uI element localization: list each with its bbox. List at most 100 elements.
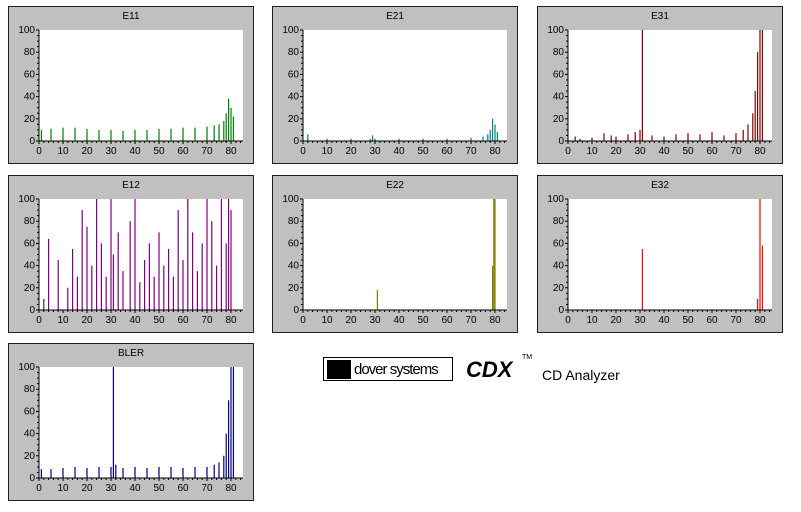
plot-area [568,199,772,310]
x-tick-label: 30 [105,483,117,494]
y-tick-label: 100 [282,25,299,36]
x-tick-label: 80 [754,146,766,157]
x-tick-label: 20 [81,483,93,494]
y-tick-label: 40 [24,92,36,103]
y-tick-label: 100 [18,25,35,36]
chart-panel-bler: BLER 0 20 40 60 80 100 0 10 20 30 40 50 60 70 80 [8,343,254,501]
y-tick-label: 0 [558,136,564,147]
x-tick-label: 50 [153,146,165,157]
plot-area [39,367,243,478]
y-tick-label: 40 [553,261,565,272]
y-tick-label: 60 [553,238,565,249]
y-tick-label: 100 [18,194,35,205]
chart-svg: 0 20 40 60 80 100 0 10 20 30 40 50 60 70 80 [18,25,243,157]
chart-svg: 0 20 40 60 80 100 0 10 20 30 40 50 60 70 80 [18,362,243,494]
x-tick-label: 30 [105,315,117,326]
chart-title: BLER [117,348,145,359]
x-tick-label: 70 [730,315,742,326]
chart-title: E11 [122,11,140,22]
x-tick-label: 20 [81,146,93,157]
y-tick-label: 40 [288,92,300,103]
y-tick-label: 100 [18,362,35,373]
chart-panel-e21: E21 0 20 40 60 80 100 0 10 20 30 40 50 60 70 80 [272,6,518,164]
x-tick-label: 50 [417,315,429,326]
x-tick-label: 30 [105,146,117,157]
y-tick-label: 100 [547,194,564,205]
y-tick-label: 80 [288,216,300,227]
brand-name: dover systems [354,361,439,378]
x-tick-label: 10 [57,315,69,326]
x-tick-label: 40 [658,315,670,326]
x-tick-label: 40 [129,146,141,157]
y-tick-label: 80 [24,216,36,227]
x-tick-label: 40 [658,146,670,157]
x-tick-label: 80 [754,315,766,326]
x-tick-label: 70 [201,315,213,326]
plot-area [303,199,507,310]
y-tick-label: 0 [29,473,35,484]
y-tick-label: 20 [288,114,300,125]
y-tick-label: 20 [24,451,36,462]
x-tick-label: 50 [417,146,429,157]
x-tick-label: 50 [682,146,694,157]
y-tick-label: 60 [288,238,300,249]
y-tick-label: 60 [553,69,565,80]
x-tick-label: 80 [225,146,237,157]
x-tick-label: 20 [345,146,357,157]
x-tick-label: 70 [465,146,477,157]
x-tick-label: 60 [177,146,189,157]
x-tick-label: 40 [393,146,405,157]
dover-logo: dover systems [323,357,453,381]
y-tick-label: 0 [29,305,35,316]
y-tick-label: 20 [553,114,565,125]
x-tick-label: 40 [129,315,141,326]
y-tick-label: 0 [293,136,299,147]
x-tick-label: 10 [586,315,598,326]
x-tick-label: 0 [36,483,42,494]
y-tick-label: 80 [553,47,565,58]
chart-title: E32 [651,180,669,191]
chart-svg: 0 20 40 60 80 100 0 10 20 30 40 50 60 70 80 [547,25,772,157]
x-tick-label: 0 [565,315,571,326]
chart-svg: 0 20 40 60 80 100 0 10 20 30 40 50 60 70 80 [547,194,772,326]
chart-panel-e32: E32 0 20 40 60 80 100 0 10 20 30 40 50 60 70 80 [537,175,783,333]
chart-svg: 0 20 40 60 80 100 0 10 20 30 40 50 60 70 80 [282,194,507,326]
chart-panel-e12: E12 0 20 40 60 80 100 0 10 20 30 40 50 60 70 80 [8,175,254,333]
y-tick-label: 0 [29,136,35,147]
x-tick-label: 10 [321,315,333,326]
x-tick-label: 30 [634,315,646,326]
x-tick-label: 30 [369,146,381,157]
chart-panel-e31: E31 0 20 40 60 80 100 0 10 20 30 40 50 60 70 80 [537,6,783,164]
y-tick-label: 80 [24,47,36,58]
y-tick-label: 40 [288,261,300,272]
y-tick-label: 40 [24,261,36,272]
x-tick-label: 80 [489,315,501,326]
x-tick-label: 60 [441,146,453,157]
x-tick-label: 20 [610,315,622,326]
x-tick-label: 80 [489,146,501,157]
product-subtitle: CD Analyzer [542,367,620,383]
x-tick-label: 50 [153,315,165,326]
chart-svg: 0 20 40 60 80 100 0 10 20 30 40 50 60 70 80 [18,194,243,326]
x-tick-label: 70 [201,146,213,157]
y-tick-label: 20 [24,114,36,125]
y-tick-label: 80 [288,47,300,58]
trademark: TM [522,354,533,361]
y-tick-label: 60 [24,69,36,80]
y-tick-label: 40 [553,92,565,103]
y-tick-label: 20 [553,283,565,294]
y-tick-label: 40 [24,429,36,440]
x-tick-label: 20 [345,315,357,326]
chart-title: E21 [386,11,404,22]
x-tick-label: 20 [81,315,93,326]
x-tick-label: 0 [36,146,42,157]
y-tick-label: 20 [288,283,300,294]
chart-panel-e22: E22 0 20 40 60 80 100 0 10 20 30 40 50 60 70 80 [272,175,518,333]
y-tick-label: 60 [288,69,300,80]
chart-title: E12 [122,180,140,191]
x-tick-label: 70 [201,483,213,494]
x-tick-label: 10 [586,146,598,157]
chart-title: E31 [651,11,669,22]
x-tick-label: 80 [225,315,237,326]
x-tick-label: 60 [706,315,718,326]
